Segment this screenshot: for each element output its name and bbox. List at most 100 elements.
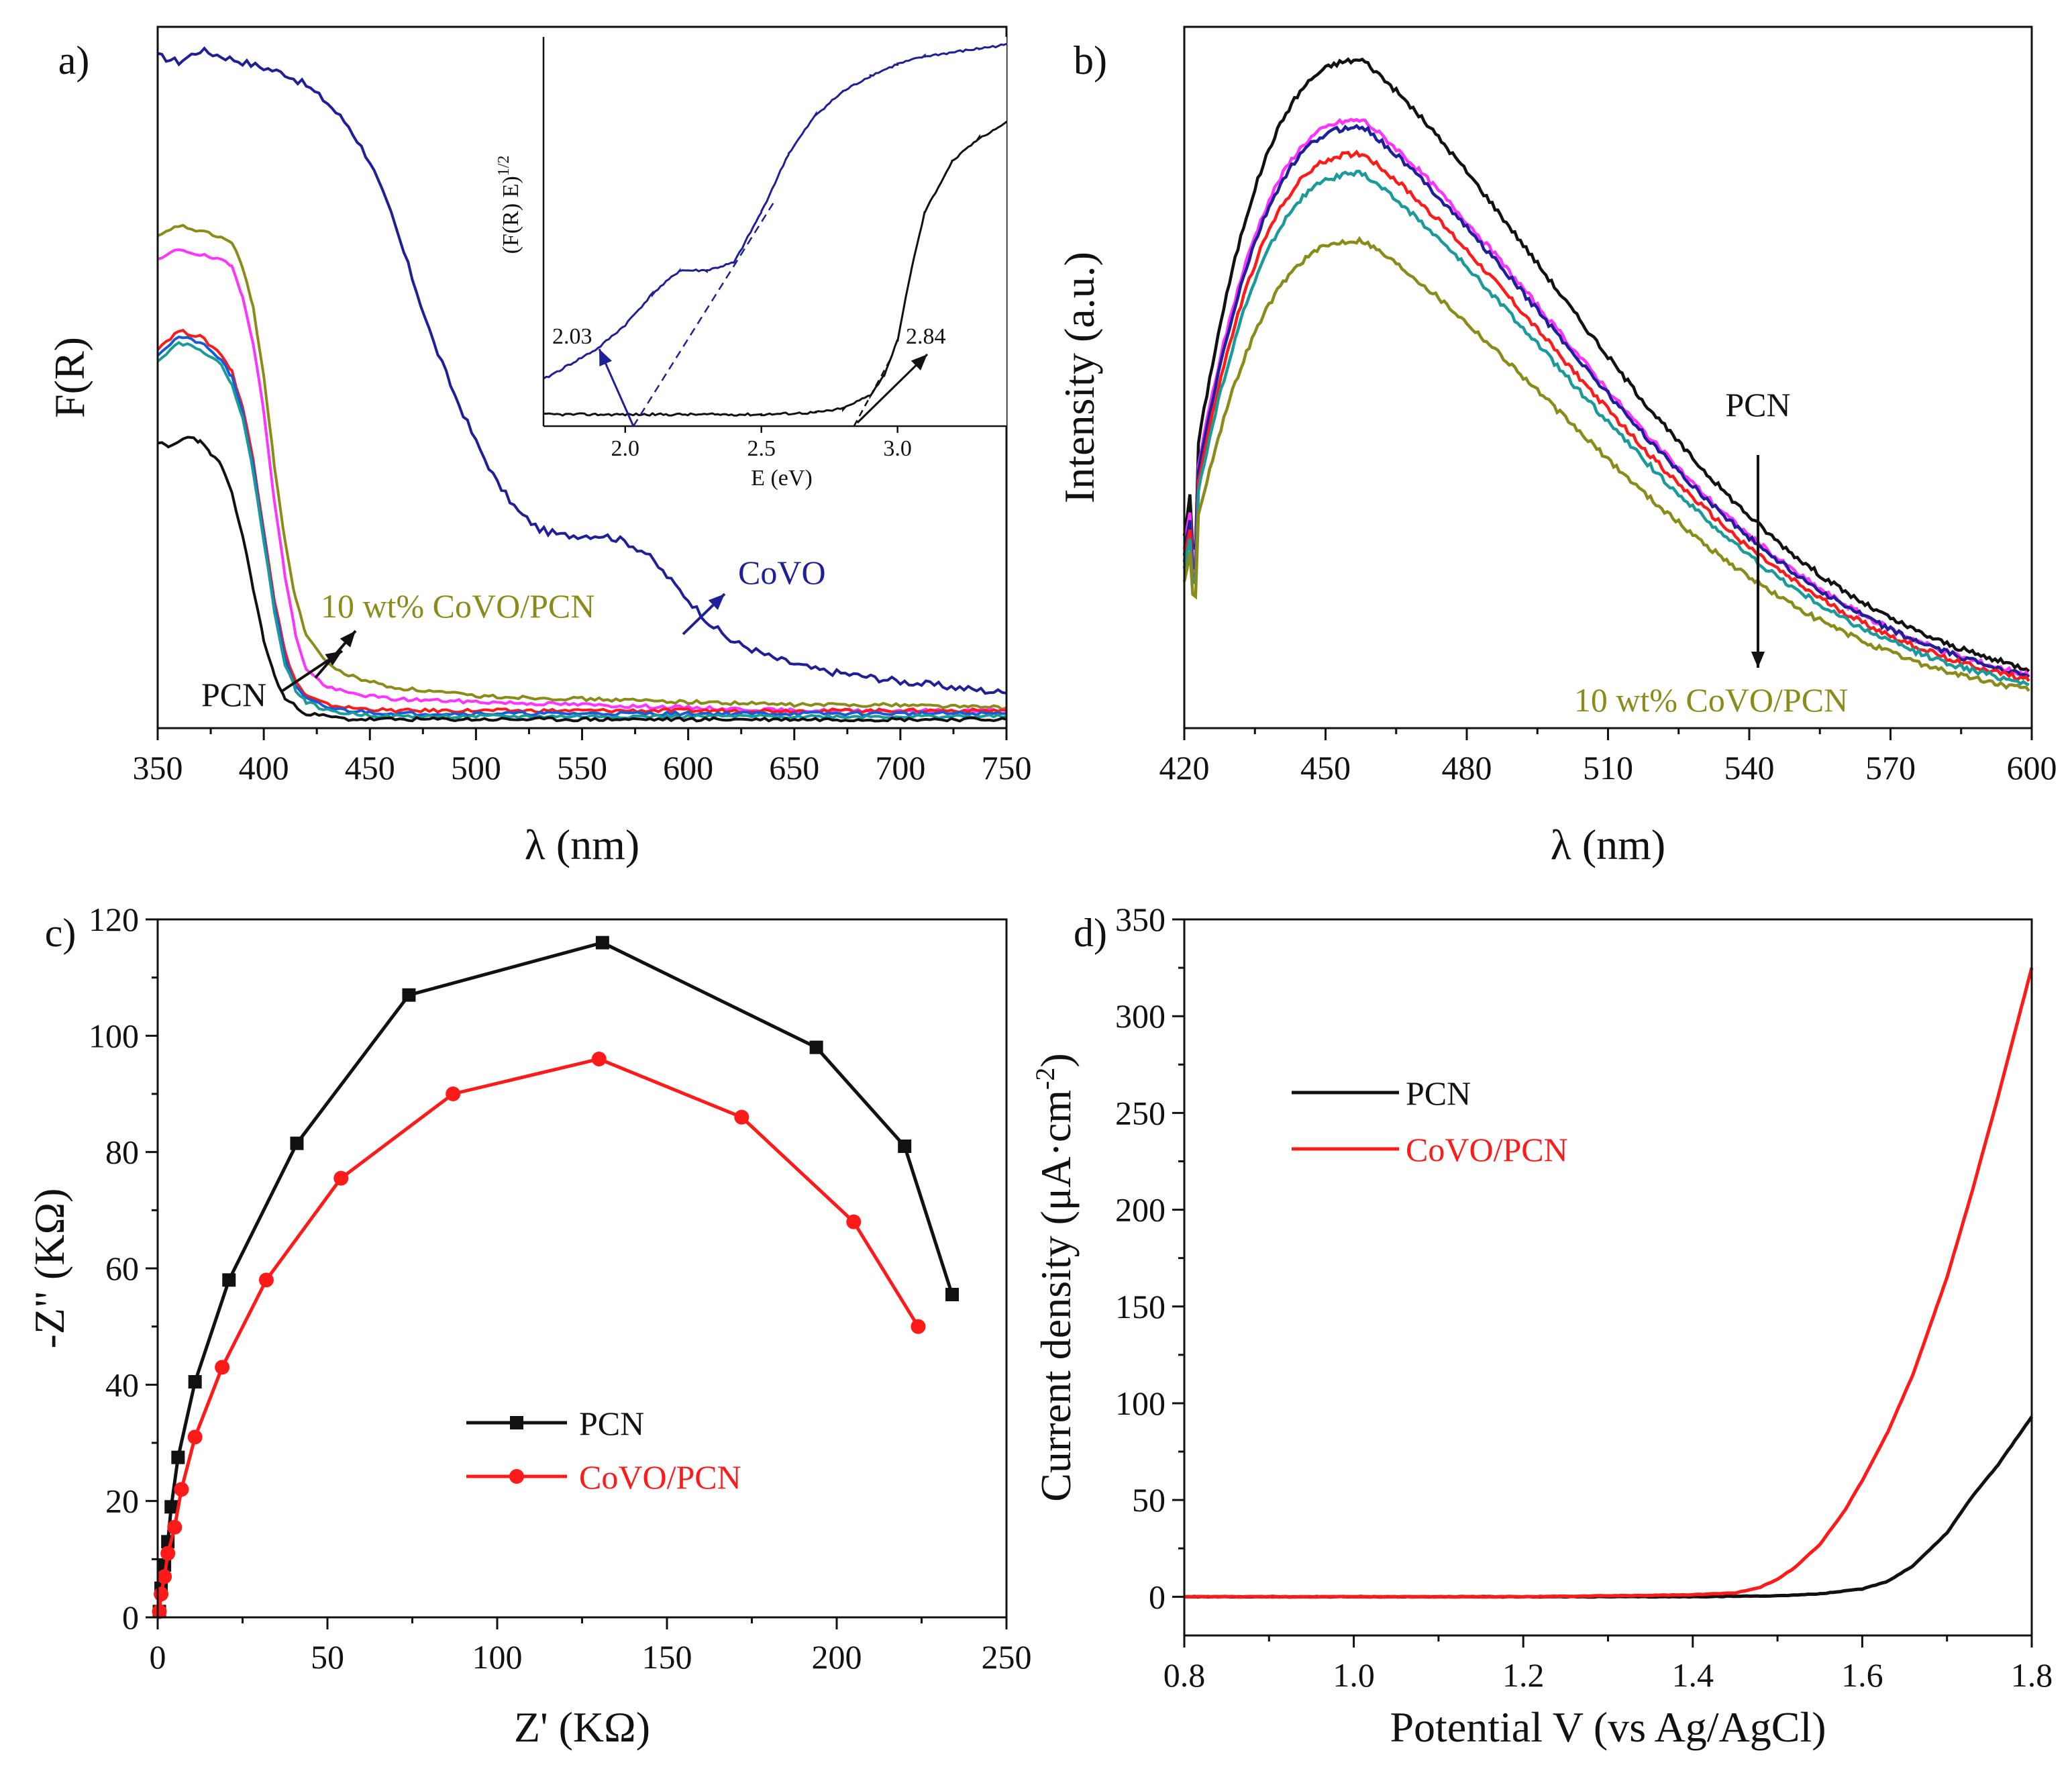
- inset-tangent-pcn: [853, 356, 893, 427]
- x-axis-d-tick-label: 1.4: [1672, 1656, 1714, 1694]
- inset-x-tick-label: 3.0: [883, 436, 912, 461]
- y-axis-title-d-sup: -2: [1030, 1068, 1060, 1090]
- x-axis-b-tick-label: 450: [1300, 749, 1351, 787]
- data-point-covo-pcn: [174, 1482, 189, 1497]
- x-axis-title-a: λ (nm): [525, 821, 639, 868]
- panel-label-b: b): [1074, 38, 1107, 83]
- panel-a: a) 350 400 450 500 550 600 650 700 750 λ (nm) F(R) C…: [46, 26, 1032, 868]
- x-axis-c-tick-label: 100: [472, 1638, 523, 1676]
- x-axis-a-tick-label: 750: [982, 749, 1032, 787]
- y-axis-c-tick-label: 40: [105, 1366, 139, 1403]
- data-point-pcn: [188, 1375, 202, 1389]
- x-axis-title-d: Potential V (vs Ag/AgCl): [1390, 1703, 1826, 1751]
- data-point-pcn: [595, 936, 609, 950]
- series-pl-magenta: [1182, 117, 2030, 678]
- y-axis-d-tick-label: 50: [1132, 1481, 1166, 1519]
- data-point-pcn: [402, 988, 416, 1002]
- x-axis-d-tick-label: 0.8: [1163, 1656, 1206, 1694]
- series-teal: [156, 341, 1007, 720]
- x-axis-b-tick-label: 570: [1865, 749, 1916, 787]
- series-red: [156, 328, 1007, 714]
- series-pl-teal: [1182, 170, 2030, 687]
- x-axis-a-tick-label: 450: [345, 749, 395, 787]
- legend-label-d-1: CoVO/PCN: [1406, 1131, 1568, 1168]
- panel-d: d) 0.8 1.0 1.2 1.4 1.6 1.8 0 50 100 150 200 250 300 35…: [1030, 901, 2053, 1751]
- data-point-covo-pcn: [734, 1109, 749, 1125]
- data-point-covo-pcn: [152, 1604, 167, 1619]
- arrow-covo-head: [708, 594, 725, 610]
- data-point-pcn: [898, 1140, 912, 1153]
- data-point-covo-pcn: [157, 1569, 172, 1584]
- data-point-covo-pcn: [154, 1586, 169, 1602]
- data-point-pcn: [945, 1288, 960, 1301]
- panel-c: c) 0 50 100 150 200 250 0 20 40 60 80 100 120 Z' (KΩ) -…: [25, 901, 1032, 1751]
- y-axis-d-tick-label: 150: [1115, 1288, 1166, 1325]
- series-covo: [157, 46, 1007, 695]
- x-axis-a-tick-label: 600: [663, 749, 713, 787]
- inset-background: [543, 37, 1006, 426]
- annotation-composite: 10 wt% CoVO/PCN: [321, 587, 594, 625]
- legend-label-1: CoVO/PCN: [579, 1458, 741, 1496]
- annotation-composite-b: 10 wt% CoVO/PCN: [1574, 681, 1848, 719]
- inset-x-tick-label: 2.0: [611, 436, 640, 461]
- inset-tangent-covo: [632, 199, 776, 427]
- y-axis-d-tick-label: 300: [1115, 997, 1166, 1035]
- y-axis-c-tick-label: 20: [105, 1482, 139, 1520]
- data-point-pcn: [164, 1500, 178, 1514]
- x-axis-c-tick-label: 0: [150, 1638, 166, 1676]
- annotation-covo: CoVO: [738, 554, 826, 591]
- x-axis-a-tick-label: 700: [875, 749, 925, 787]
- arrow-composite-head: [340, 631, 356, 648]
- inset-series-pcn: [543, 119, 1008, 417]
- x-axis-d-tick-label: 1.0: [1333, 1656, 1375, 1694]
- inset-y-axis-title-sup: 1/2: [495, 156, 513, 176]
- annotation-pcn-b: PCN: [1725, 386, 1790, 423]
- inset-arrow-pcn-head: [911, 354, 927, 370]
- data-point-covo-pcn: [446, 1087, 461, 1101]
- data-point-covo-pcn: [167, 1519, 183, 1535]
- series-lsv-pcn: [1184, 1415, 2034, 1599]
- x-axis-c-tick-label: 50: [311, 1638, 344, 1676]
- x-axis-b-tick-label: 600: [2007, 749, 2057, 787]
- y-axis-d-tick-label: 100: [1115, 1384, 1166, 1422]
- plot-frame-c: [156, 918, 1008, 1619]
- x-axis-d-tick-label: 1.8: [2011, 1656, 2053, 1694]
- x-axis-title-c: Z' (KΩ): [514, 1703, 650, 1751]
- x-axis-title-b: λ (nm): [1551, 821, 1665, 868]
- y-axis-title-a: F(R): [46, 337, 93, 418]
- series-blue: [156, 335, 1007, 717]
- inset-x-axis-title: E (eV): [751, 466, 813, 491]
- panel-label-c: c): [45, 911, 76, 955]
- x-axis-a-tick-label: 500: [451, 749, 501, 787]
- y-axis-c-tick-label: 100: [89, 1017, 139, 1054]
- y-axis-c-tick-label: 80: [105, 1133, 139, 1171]
- y-axis-title-d-close: ): [1032, 1053, 1080, 1067]
- panel-b: b) 420 450 480 510 540 570 600 λ (nm) Intensity (…: [1055, 26, 2057, 868]
- x-axis-b-tick-label: 420: [1159, 749, 1210, 787]
- data-point-covo-pcn: [333, 1170, 349, 1186]
- y-axis-c-tick-label: 120: [89, 901, 139, 938]
- inset-series-covo: [543, 42, 1008, 380]
- y-axis-c-tick-label: 60: [105, 1250, 139, 1287]
- y-axis-d-tick-label: 250: [1115, 1094, 1166, 1131]
- x-axis-d-tick-label: 1.6: [1841, 1656, 1883, 1694]
- x-axis-c-tick-label: 200: [812, 1638, 862, 1676]
- y-axis-d-tick-label: 200: [1115, 1191, 1166, 1229]
- legend-label-d-0: PCN: [1406, 1074, 1471, 1112]
- plot-frame-d: [1183, 918, 2033, 1637]
- x-axis-a-tick-label: 550: [557, 749, 607, 787]
- data-point-covo-pcn: [258, 1272, 274, 1288]
- panel-label-a: a): [58, 38, 90, 83]
- y-axis-c-tick-label: 0: [122, 1599, 139, 1636]
- inset-arrow-covo-head: [599, 349, 612, 366]
- data-point-pcn: [290, 1136, 304, 1150]
- data-point-pcn: [809, 1040, 823, 1054]
- y-axis-title-c: -Z" (KΩ): [25, 1189, 73, 1349]
- y-axis-d-tick-label: 0: [1149, 1578, 1166, 1615]
- panel-label-d: d): [1074, 911, 1107, 955]
- annotation-pcn: PCN: [201, 676, 266, 713]
- data-point-covo-pcn: [215, 1360, 230, 1375]
- data-point-covo-pcn: [591, 1052, 607, 1066]
- x-axis-a-tick-label: 350: [133, 749, 183, 787]
